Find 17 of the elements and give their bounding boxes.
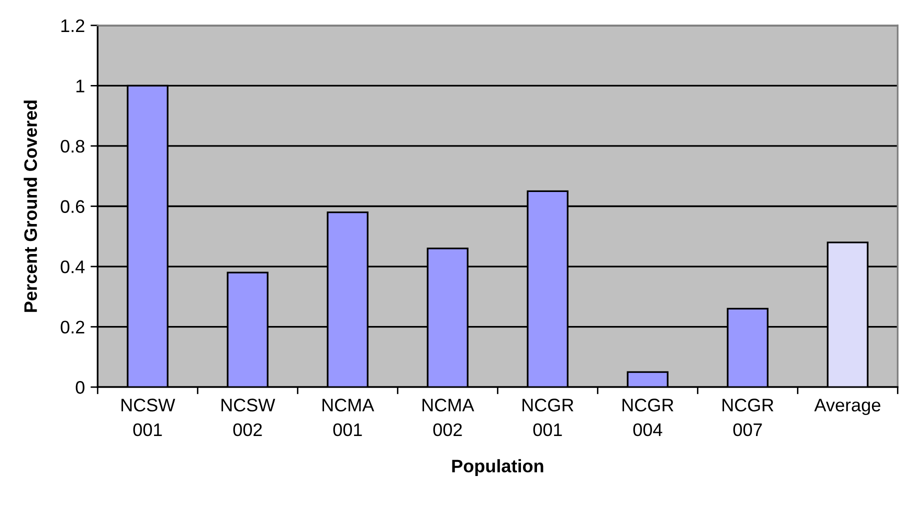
x-tick-label: NCMA 001 [322, 398, 374, 436]
x-tick-label: NCGR 004 [622, 398, 674, 436]
y-tick-label: 0.4 [60, 260, 85, 274]
y-tick-label: 0.6 [60, 200, 84, 213]
y-tick-label: 0 [76, 381, 84, 394]
y-tick-label: 0.8 [60, 140, 84, 153]
x-tick-label: NCSW 001 [122, 398, 176, 436]
y-axis-title: Percent Ground Covered [24, 100, 38, 312]
x-tick-label: NCSW 002 [222, 398, 276, 436]
x-tick-label: Average [814, 398, 880, 416]
y-tick-label: 1.2 [61, 19, 84, 32]
x-tick-label: NCMA 002 [422, 398, 474, 436]
x-tick-label: NCGR 001 [522, 398, 574, 436]
x-axis-title: Population [452, 459, 544, 476]
x-tick-label: NCGR 007 [722, 398, 774, 436]
y-tick-label: 1 [76, 80, 84, 92]
y-tick-label: 0.2 [60, 320, 84, 334]
